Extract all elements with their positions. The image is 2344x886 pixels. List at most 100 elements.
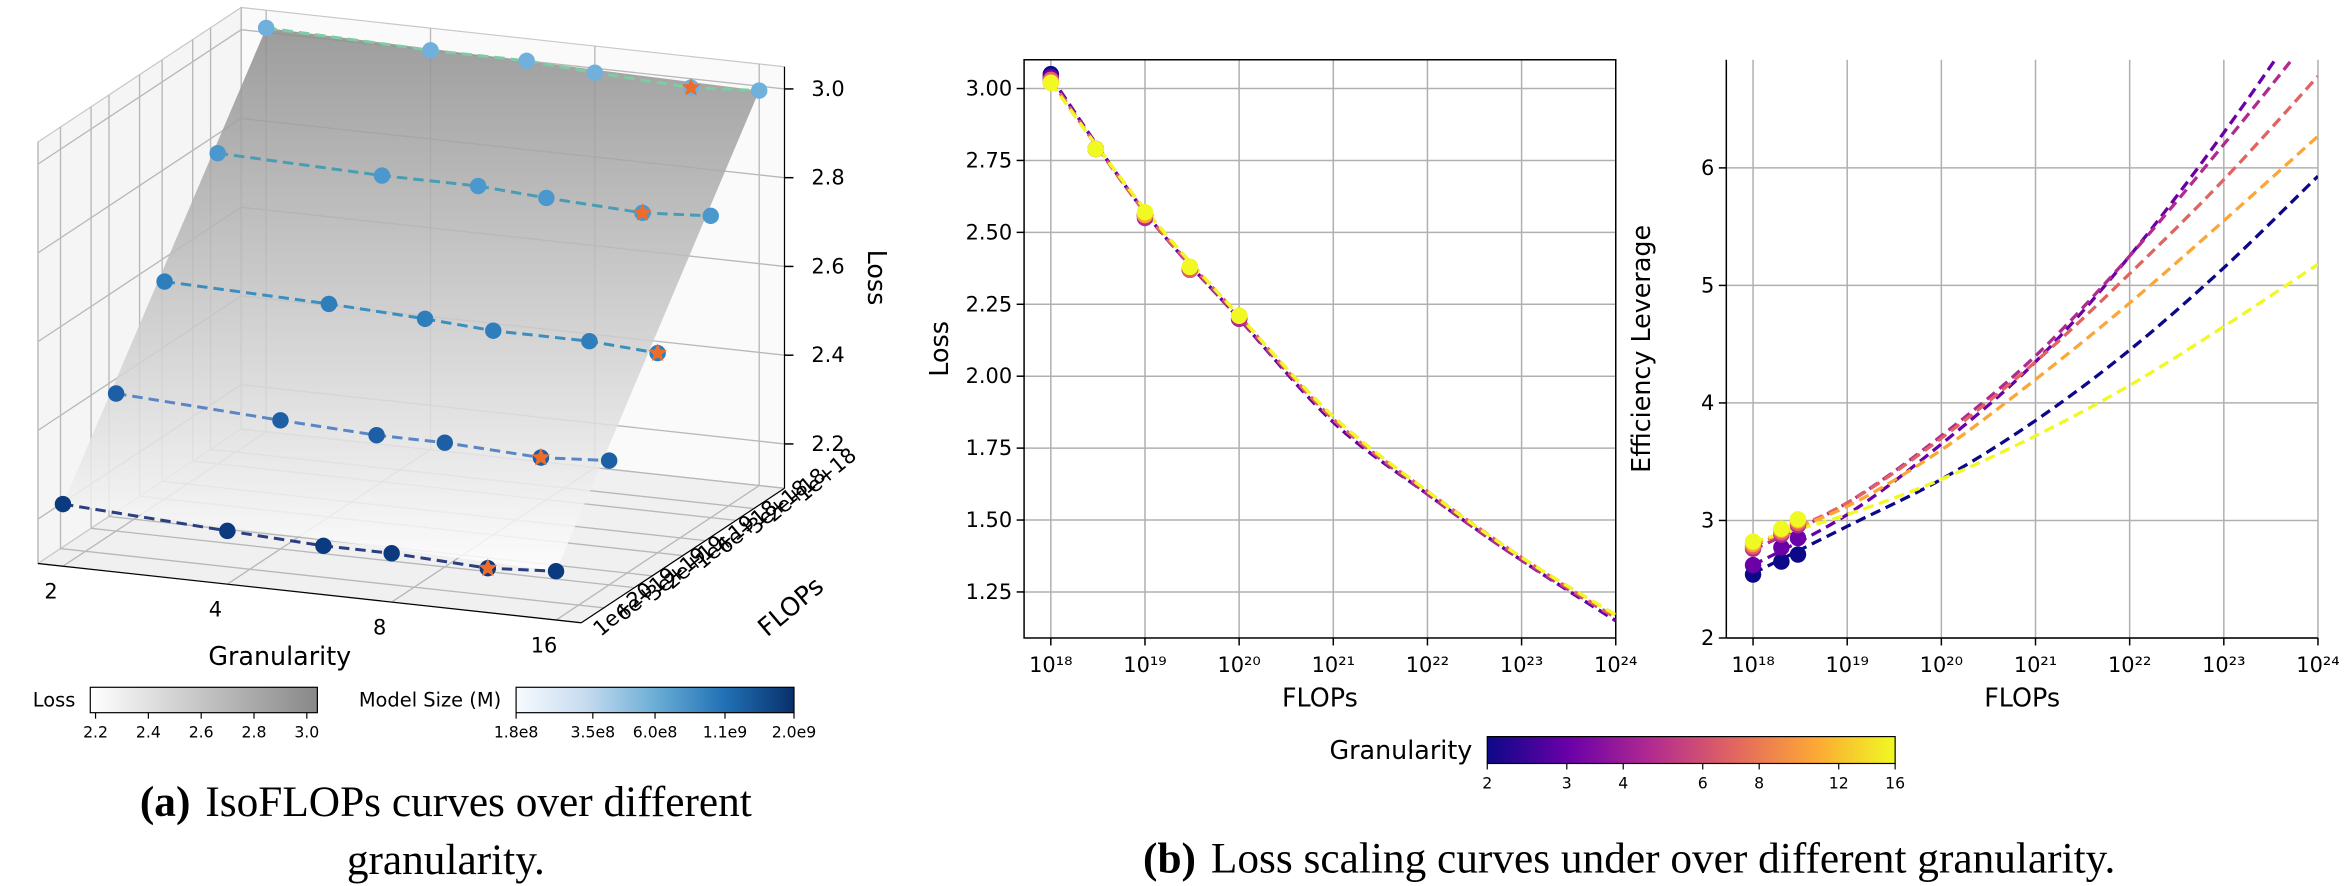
y-tick-label: 2.50 xyxy=(966,220,1013,244)
optimum-star xyxy=(681,77,701,96)
colorbar-tick-label: 2 xyxy=(1482,773,1492,792)
x-tick-label: 16 xyxy=(531,633,558,657)
y-tick-label: 3 xyxy=(1701,508,1714,532)
colorbar-tick-label: 2.6 xyxy=(189,723,214,742)
fit-line xyxy=(1752,174,2318,575)
colorbar-tick-label: 8 xyxy=(1754,773,1764,792)
grid-line xyxy=(60,547,604,609)
x-tick-label: 10¹⁹ xyxy=(1123,653,1166,677)
plot-area xyxy=(1752,59,2318,575)
point xyxy=(538,189,555,207)
z-tick-label: 3.0 xyxy=(811,77,844,101)
point xyxy=(1773,553,1790,570)
grid-line xyxy=(91,527,635,589)
point xyxy=(320,295,338,313)
point xyxy=(436,434,454,451)
optimum-star xyxy=(648,343,667,361)
x-axis-label: FLOPs xyxy=(1282,683,1358,713)
x-tick-label: 8 xyxy=(373,615,386,639)
z-tick-label: 2.4 xyxy=(811,343,844,367)
colorbar-tick-label: 2.2 xyxy=(83,723,108,742)
caption-label: (a) xyxy=(140,778,191,826)
point xyxy=(107,385,125,402)
caption: (a) IsoFLOPs curves over different xyxy=(140,778,752,826)
z-axis-label: Loss xyxy=(862,250,892,306)
caption-text: granularity. xyxy=(347,836,545,884)
point xyxy=(209,144,226,162)
colorbar-tick-label: 12 xyxy=(1829,773,1849,792)
fit-line xyxy=(62,502,557,573)
colorbar-label: Model Size (M) xyxy=(359,688,501,711)
x-tick-label: 10¹⁸ xyxy=(1731,653,1774,677)
point xyxy=(368,427,385,444)
caption-text: Loss scaling curves under over different… xyxy=(1211,835,2115,883)
plot-frame xyxy=(1023,59,1617,639)
point xyxy=(702,207,719,225)
caption-label: (b) xyxy=(1143,835,1196,883)
y-tick-label: 4 xyxy=(1701,391,1714,415)
point xyxy=(581,332,598,350)
fit-line xyxy=(1752,75,2318,548)
point xyxy=(1136,204,1154,221)
colorbar-tick-label: 6.0e8 xyxy=(633,723,678,742)
point xyxy=(1042,74,1060,91)
point xyxy=(1744,556,1762,574)
optimum-star xyxy=(531,447,551,466)
colorbar-tick-label: 1.1e9 xyxy=(703,723,748,742)
x-tick-label: 10²⁴ xyxy=(1594,653,1637,677)
y-axis-label: FLOPs xyxy=(752,570,829,642)
point xyxy=(469,177,487,195)
x-tick-label: 10²⁴ xyxy=(2296,653,2339,677)
point xyxy=(1744,533,1762,550)
point xyxy=(257,19,275,37)
y-axis-label: Efficiency Leverage xyxy=(1626,225,1656,473)
y-tick-label: 1.50 xyxy=(966,508,1013,532)
y-tick-label: 5 xyxy=(1701,273,1714,297)
fit-line xyxy=(1752,262,2318,544)
colorbar-tick-label: 1.8e8 xyxy=(494,723,539,742)
colorbar-tick-label: 3.5e8 xyxy=(571,723,616,742)
x-tick-label: 10²⁰ xyxy=(1217,653,1260,677)
z-tick-label: 2.2 xyxy=(811,432,844,456)
fit-line xyxy=(1752,59,2278,567)
x-tick-label: 2 xyxy=(44,580,57,604)
colorbar-tick-label: 3.0 xyxy=(294,723,319,742)
z-tick-label: 2.6 xyxy=(811,254,844,278)
x-tick-label: 10²² xyxy=(2108,653,2151,677)
point xyxy=(1789,511,1807,528)
colorbar xyxy=(89,686,318,714)
point xyxy=(1181,258,1199,276)
y-tick-label: 6 xyxy=(1701,156,1714,180)
x-axis-label: Granularity xyxy=(208,641,351,671)
y-tick-label: 3.00 xyxy=(966,77,1013,101)
x-axis-label: FLOPs xyxy=(1984,683,2060,713)
point xyxy=(272,412,289,429)
x-tick-label: 10¹⁹ xyxy=(1826,653,1869,677)
point xyxy=(416,310,434,328)
point xyxy=(54,495,72,513)
x-tick-label: 10²³ xyxy=(1500,653,1543,677)
fit-line xyxy=(265,26,760,93)
optimum-star xyxy=(478,558,498,577)
point xyxy=(547,562,565,580)
colorbar-label: Granularity xyxy=(1329,735,1472,765)
optimum-star xyxy=(633,203,652,221)
point xyxy=(315,537,332,555)
point xyxy=(156,273,173,290)
colorbar-tick-label: 6 xyxy=(1698,773,1708,792)
colorbar-tick-label: 2.0e9 xyxy=(772,723,817,742)
fit-line xyxy=(1752,134,2318,546)
point xyxy=(1773,539,1790,556)
loss-surface xyxy=(62,27,760,572)
x-tick-label: 10¹⁸ xyxy=(1029,653,1072,677)
caption: (b) Loss scaling curves under over differ… xyxy=(1143,835,2115,883)
x-axis xyxy=(37,562,582,624)
y-axis xyxy=(580,487,785,624)
y-tick-label: 2 xyxy=(1701,626,1714,650)
y-tick-label: 1.75 xyxy=(966,436,1013,460)
fit-line xyxy=(164,280,658,355)
y-tick-label: 2.75 xyxy=(966,148,1013,172)
colorbar-tick-label: 4 xyxy=(1618,773,1628,792)
point xyxy=(586,64,604,81)
